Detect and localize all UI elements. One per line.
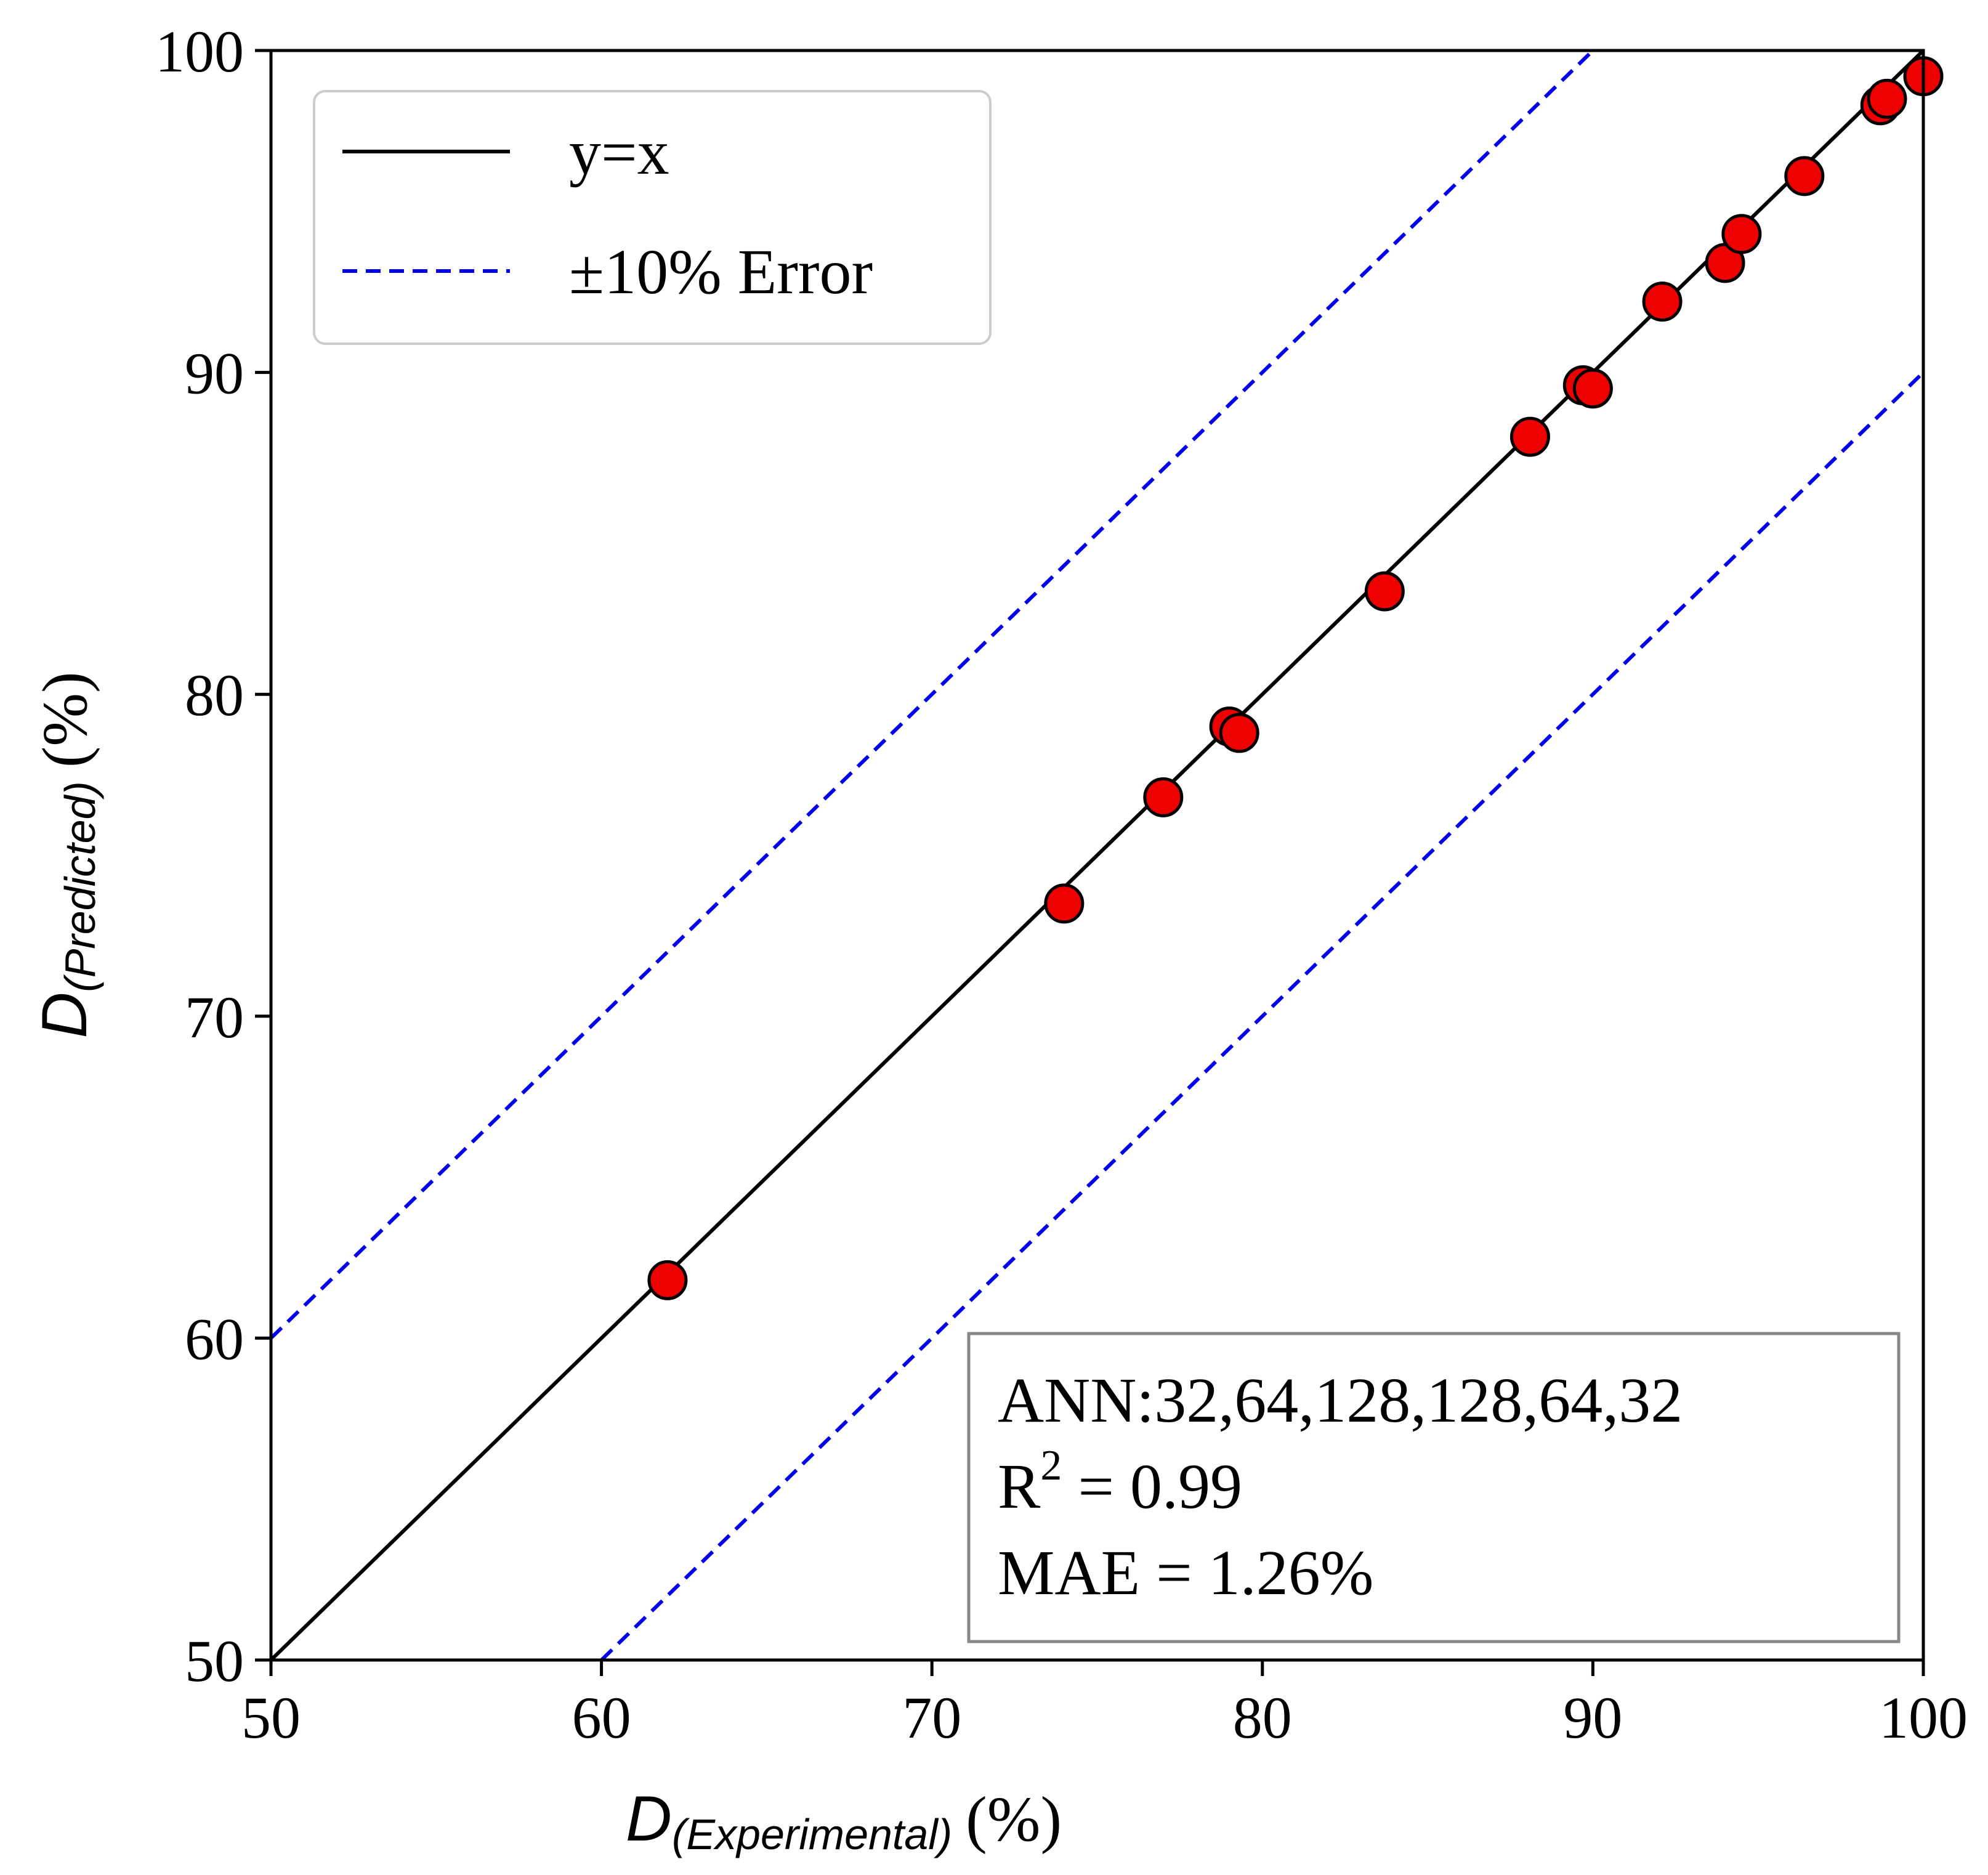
y-tick-label-80: 80: [185, 662, 244, 728]
y-axis-label-sub: (Predicted): [56, 781, 104, 992]
minus-10-error-line: [600, 371, 1925, 1662]
data-point-5: [1219, 713, 1259, 753]
legend-label-error: ±10% Error: [569, 237, 873, 307]
x-axis-label: D(Experimental) (%): [626, 1783, 1062, 1858]
y-tick-label-70: 70: [185, 984, 244, 1050]
x-axis-label-main: D: [626, 1783, 672, 1855]
legend-label-identity: y=x: [569, 117, 669, 188]
stats-box: [967, 1332, 1901, 1643]
x-tick-label-70: 70: [902, 1685, 961, 1751]
data-point-1: [647, 1260, 688, 1300]
x-axis-label-sub: (Experimental): [672, 1810, 952, 1858]
data-point-3: [1143, 777, 1184, 817]
data-point-9: [1572, 368, 1613, 409]
x-tick-label-50: 50: [241, 1685, 301, 1751]
stats-r-squared: R2 = 0.99: [998, 1442, 1242, 1522]
data-point-12: [1721, 214, 1762, 254]
stats-annotation: ANN:32,64,128,128,64,32 R2 = 0.99 MAE = …: [967, 1332, 1901, 1643]
x-tick-label-90: 90: [1563, 1685, 1622, 1751]
x-tick-label-80: 80: [1233, 1685, 1292, 1751]
x-axis-label-unit: (%): [966, 1784, 1062, 1855]
stats-model-architecture: ANN:32,64,128,128,64,32: [998, 1365, 1683, 1436]
y-axis-ticks: 50 60 70 80 90 100: [155, 18, 271, 1694]
x-axis-ticks: 50 60 70 80 90 100: [241, 1660, 1968, 1751]
stats-r-value: = 0.99: [1062, 1451, 1242, 1522]
y-tick-label-60: 60: [185, 1306, 244, 1372]
stats-mae: MAE = 1.26%: [998, 1537, 1373, 1608]
x-tick-label-60: 60: [572, 1685, 631, 1751]
data-point-7: [1509, 416, 1550, 457]
stats-r-symbol: R: [998, 1451, 1041, 1522]
y-axis-label: D(Predicted) (%): [29, 671, 104, 1038]
data-point-10: [1642, 281, 1683, 322]
plus-10-error-line: [269, 49, 1594, 1340]
axes-frame: [269, 49, 1925, 1662]
data-point-13: [1784, 156, 1825, 196]
data-point-2: [1044, 883, 1085, 924]
stats-r-superscript: 2: [1040, 1442, 1062, 1489]
data-point-6: [1364, 571, 1405, 612]
x-tick-label-100: 100: [1879, 1685, 1968, 1751]
legend-box: [313, 90, 992, 345]
reference-lines: [269, 49, 1925, 1662]
legend: y=x ±10% Error: [313, 90, 992, 345]
data-point-15: [1867, 78, 1907, 119]
y-axis-label-unit: (%): [30, 671, 100, 767]
y-tick-label-90: 90: [185, 341, 244, 407]
identity-line: [269, 49, 1925, 1662]
y-tick-label-100: 100: [155, 18, 244, 84]
y-tick-label-50: 50: [185, 1628, 244, 1694]
y-axis-label-main: D: [29, 992, 100, 1039]
